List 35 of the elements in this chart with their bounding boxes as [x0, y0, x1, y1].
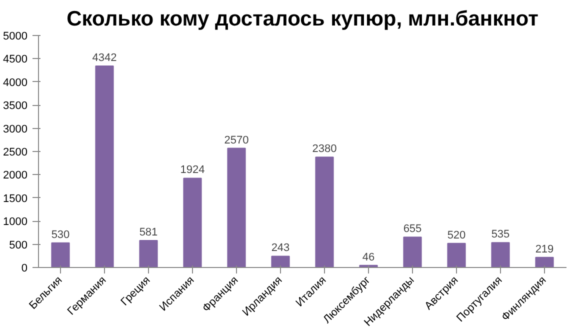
y-tick-label: 1500: [3, 192, 28, 205]
data-label: 46: [362, 251, 375, 264]
y-tick-label: 5000: [3, 30, 28, 42]
y-tick-label: 4000: [3, 76, 28, 89]
y-tick-label: 500: [9, 239, 28, 252]
bar: [403, 236, 422, 268]
bar: [535, 256, 554, 268]
data-label: 219: [535, 243, 554, 256]
chart-title: Сколько кому досталось купюр, млн.банкнот: [66, 8, 538, 30]
data-label: 530: [51, 228, 70, 241]
bar: [95, 66, 114, 268]
data-label: 1924: [180, 164, 205, 176]
y-tick-label: 3000: [3, 123, 28, 136]
data-label: 581: [139, 226, 158, 239]
bar: [491, 242, 510, 268]
data-label: 243: [271, 242, 290, 254]
bar: [183, 178, 202, 268]
y-tick-label: 1000: [3, 216, 28, 228]
data-label: 2380: [312, 143, 337, 156]
bar: [51, 242, 70, 268]
data-label: 520: [447, 229, 466, 242]
y-tick-label: 2500: [3, 146, 28, 158]
y-tick-label: 2000: [3, 170, 28, 182]
y-tick-label: 3500: [3, 100, 28, 112]
bar: [227, 148, 246, 268]
bar: [139, 240, 158, 268]
bar: [447, 242, 466, 268]
data-label: 655: [403, 223, 422, 236]
data-label: 4342: [92, 52, 117, 64]
data-label: 535: [491, 228, 510, 241]
bar: [271, 256, 290, 268]
y-tick-label: 0: [21, 262, 28, 274]
data-label: 2570: [224, 134, 249, 146]
y-tick-label: 4500: [3, 54, 28, 66]
bar: [315, 156, 334, 268]
